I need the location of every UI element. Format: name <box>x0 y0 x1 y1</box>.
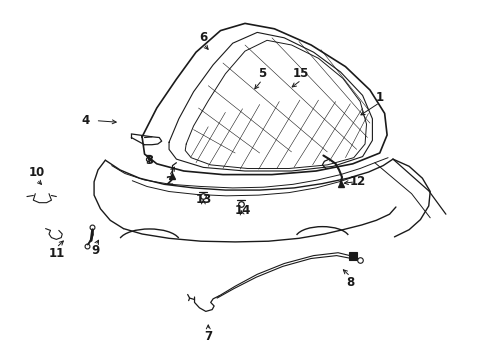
Text: 5: 5 <box>258 67 266 80</box>
Text: 8: 8 <box>346 276 354 289</box>
Text: 14: 14 <box>234 204 251 217</box>
Text: 6: 6 <box>199 31 207 44</box>
Text: 7: 7 <box>204 330 212 343</box>
Text: 9: 9 <box>92 244 99 257</box>
Text: 15: 15 <box>293 67 310 80</box>
Text: 11: 11 <box>48 247 65 260</box>
Text: 13: 13 <box>195 193 212 206</box>
Text: 1: 1 <box>376 91 384 104</box>
Text: 2: 2 <box>165 175 173 188</box>
Text: 3: 3 <box>146 154 153 167</box>
Text: 10: 10 <box>28 166 45 179</box>
Text: 12: 12 <box>349 175 366 188</box>
Text: 4: 4 <box>82 114 90 127</box>
